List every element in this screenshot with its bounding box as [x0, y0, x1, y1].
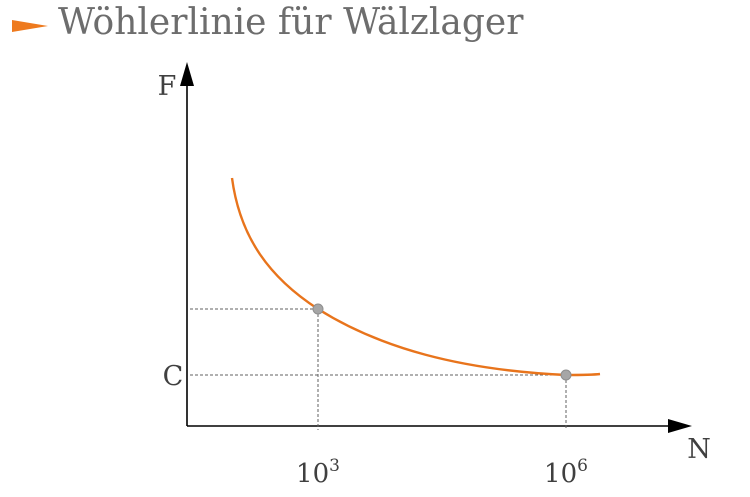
y-axis-label: F: [158, 71, 177, 102]
x-tick-base: 10: [544, 459, 577, 489]
x-tick-exponent: 3: [329, 456, 340, 476]
x-tick-base: 10: [296, 459, 329, 489]
x-axis-label: N: [687, 434, 711, 465]
curve-point-upper: [312, 303, 324, 315]
y-tick-label-c: C: [163, 361, 184, 392]
curve-point-lower: [560, 369, 572, 381]
page-title: Wöhlerlinie für Wälzlager: [58, 2, 524, 43]
woehler-curve: [230, 177, 601, 377]
x-tick-label-1e3: 103: [296, 456, 340, 489]
x-axis-arrowhead-icon: [668, 419, 692, 433]
y-axis-arrowhead-icon: [180, 62, 194, 86]
title-bar: Wöhlerlinie für Wälzlager: [0, 0, 750, 60]
x-tick-label-1e6: 106: [544, 456, 588, 489]
x-tick-exponent: 6: [577, 456, 588, 476]
title-arrow-icon: [12, 20, 48, 32]
